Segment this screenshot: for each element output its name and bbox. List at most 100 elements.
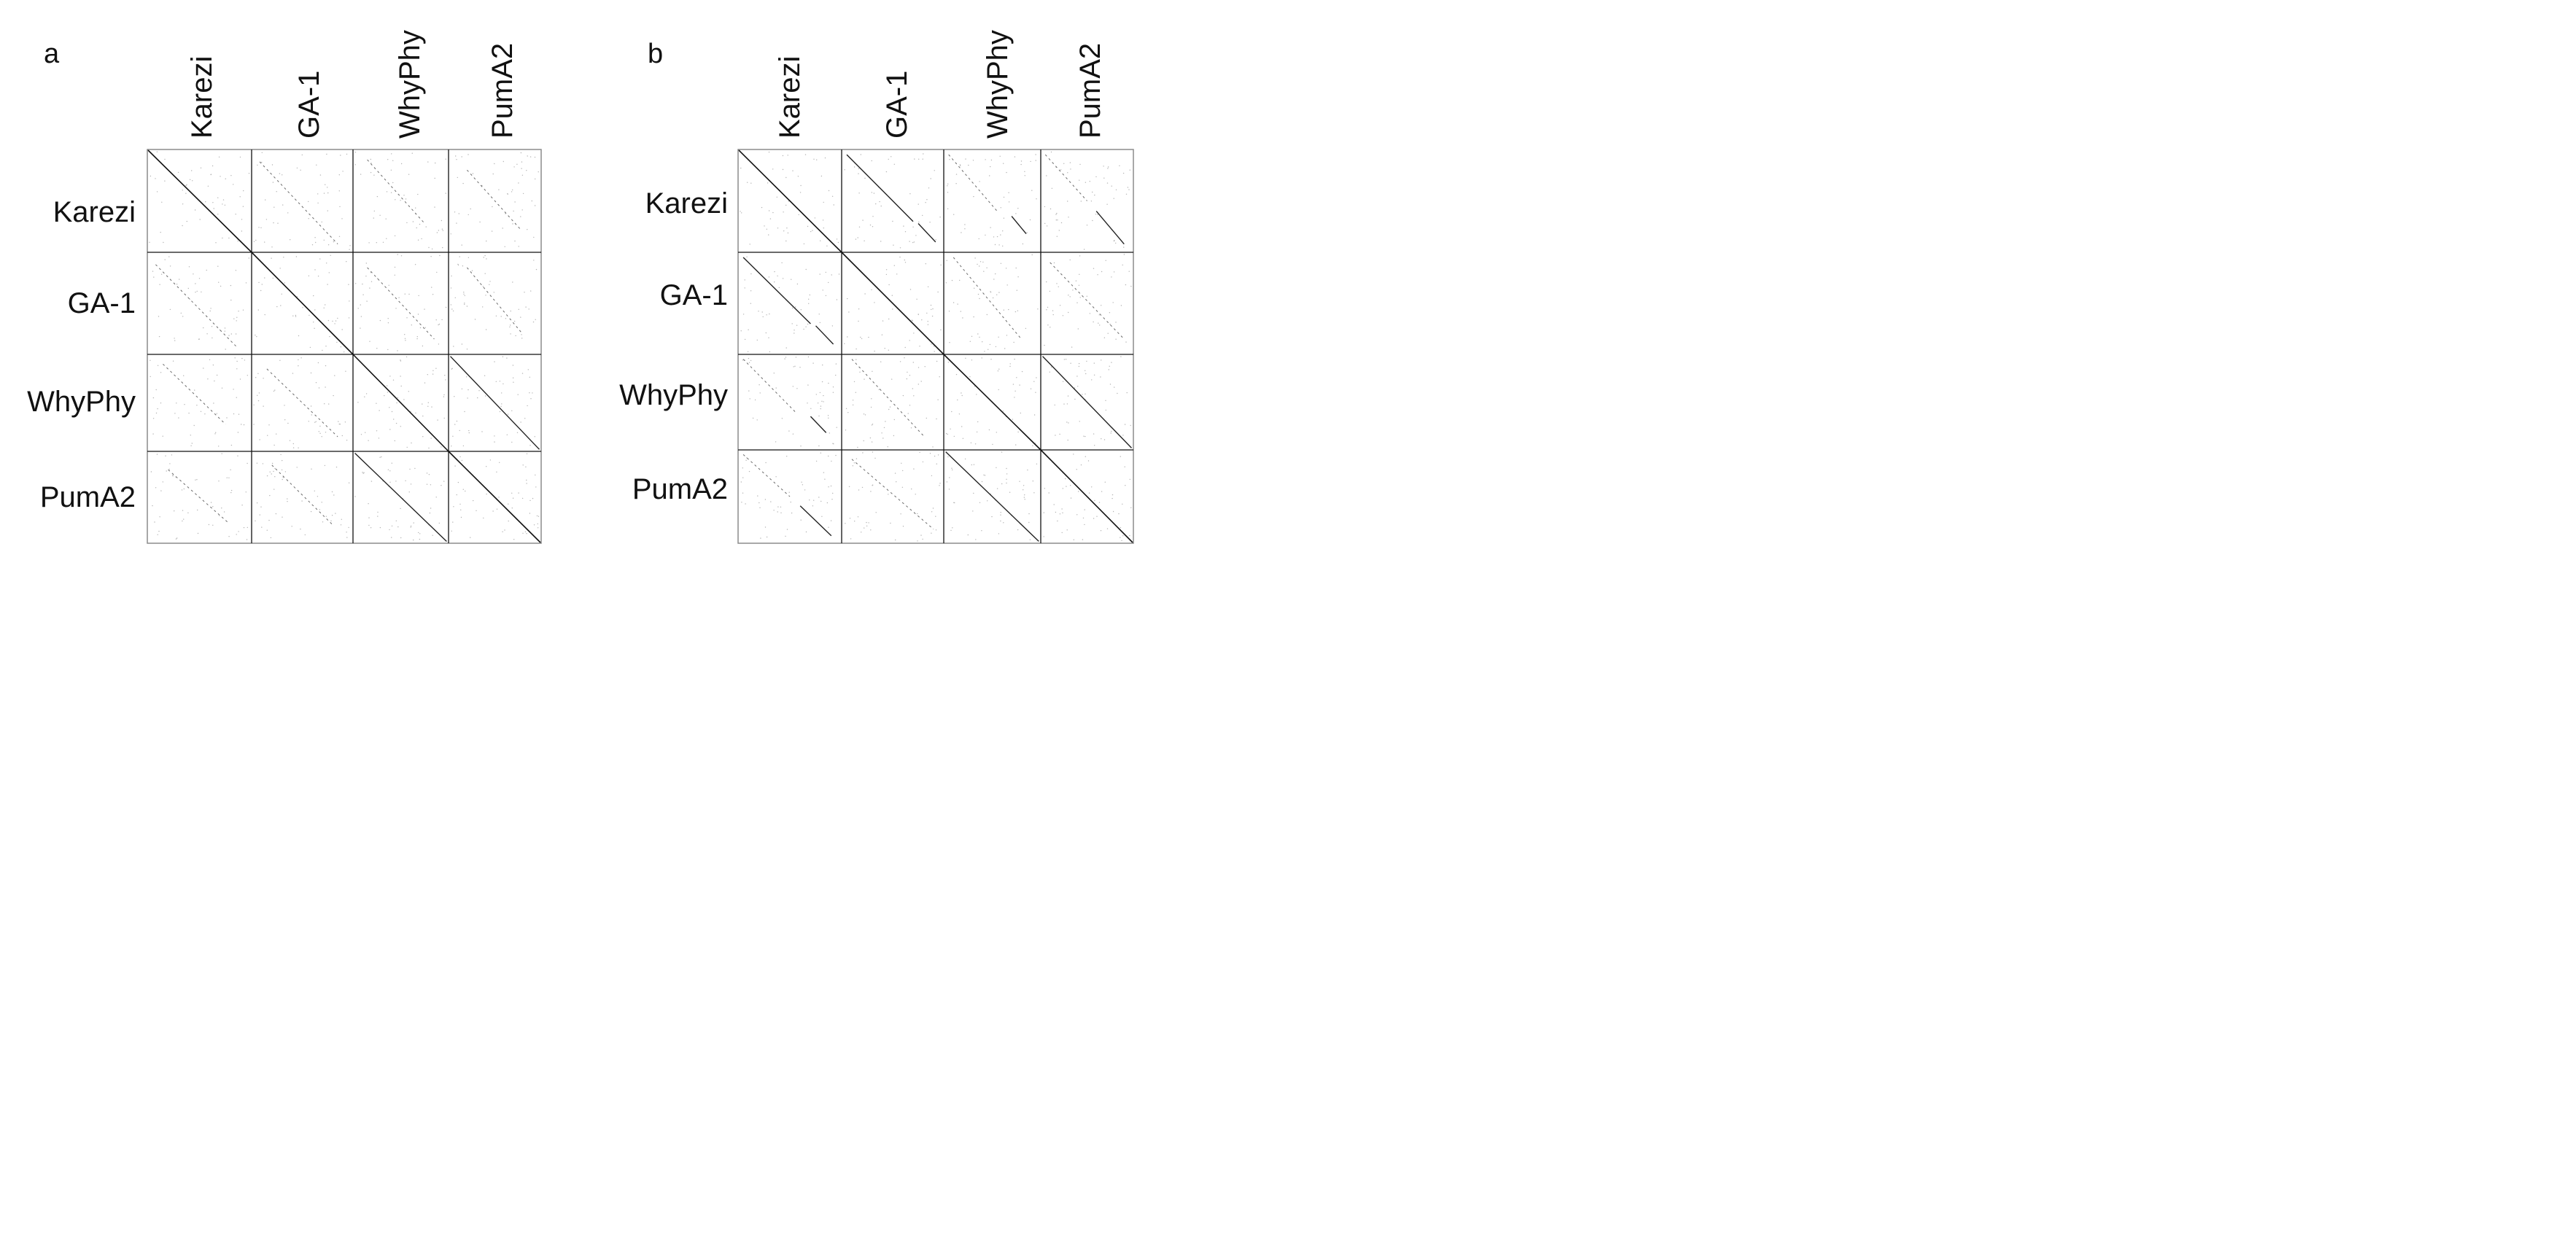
noise-dot bbox=[1015, 213, 1017, 214]
noise-dot bbox=[387, 318, 389, 319]
noise-dot bbox=[451, 368, 453, 369]
noise-dot bbox=[314, 421, 316, 423]
noise-dot bbox=[770, 501, 772, 502]
noise-dot bbox=[1097, 274, 1098, 276]
noise-dot bbox=[266, 529, 268, 531]
noise-dot bbox=[1056, 212, 1058, 214]
noise-dot bbox=[410, 411, 411, 412]
noise-dot bbox=[341, 218, 343, 219]
noise-dot bbox=[810, 230, 812, 233]
noise-dot bbox=[1109, 365, 1110, 367]
noise-dot bbox=[994, 244, 996, 246]
noise-dot bbox=[271, 246, 273, 248]
noise-dot bbox=[832, 392, 834, 393]
noise-dot bbox=[900, 513, 901, 515]
noise-dot bbox=[977, 293, 979, 295]
noise-dot bbox=[511, 191, 513, 193]
noise-dot bbox=[1123, 246, 1125, 248]
noise-dot bbox=[1103, 439, 1106, 440]
noise-dot bbox=[1094, 499, 1095, 502]
noise-dot bbox=[947, 433, 948, 435]
noise-dot bbox=[269, 471, 271, 473]
noise-dot bbox=[912, 320, 914, 322]
noise-dot bbox=[922, 214, 923, 217]
noise-dot bbox=[239, 378, 241, 380]
noise-dot bbox=[386, 238, 387, 239]
noise-dot bbox=[516, 432, 519, 433]
noise-dot bbox=[198, 278, 201, 279]
noise-dot bbox=[180, 312, 182, 314]
noise-dot bbox=[484, 273, 486, 274]
noise-dot bbox=[518, 182, 519, 184]
noise-dot bbox=[258, 227, 260, 228]
noise-dot bbox=[998, 368, 1000, 370]
noise-dot bbox=[909, 193, 911, 195]
noise-dot bbox=[387, 159, 389, 160]
noise-dot bbox=[530, 290, 532, 292]
noise-dot bbox=[928, 187, 930, 189]
noise-dot bbox=[959, 279, 961, 281]
noise-dot bbox=[1120, 356, 1122, 357]
noise-dot bbox=[327, 244, 330, 246]
noise-dot bbox=[959, 164, 961, 166]
noise-dot bbox=[879, 201, 880, 203]
noise-dot bbox=[150, 376, 151, 378]
self-diagonal bbox=[448, 451, 542, 544]
match-segment bbox=[271, 464, 333, 526]
noise-dot bbox=[454, 465, 456, 467]
noise-dot bbox=[282, 204, 284, 206]
noise-dot bbox=[317, 193, 319, 195]
noise-dot bbox=[419, 538, 421, 540]
noise-dot bbox=[804, 489, 806, 491]
noise-dot bbox=[228, 536, 230, 537]
noise-dot bbox=[404, 293, 406, 295]
noise-dot bbox=[501, 403, 503, 405]
match-segment bbox=[948, 154, 998, 211]
noise-dot bbox=[1122, 535, 1124, 537]
noise-dot bbox=[893, 435, 895, 437]
noise-dot bbox=[765, 462, 767, 464]
noise-dot bbox=[796, 324, 798, 326]
noise-dot bbox=[890, 522, 891, 524]
noise-dot bbox=[188, 266, 190, 268]
noise-dot bbox=[468, 432, 470, 434]
noise-dot bbox=[280, 305, 282, 306]
match-segment bbox=[742, 359, 796, 412]
noise-dot bbox=[950, 529, 952, 532]
noise-dot bbox=[376, 430, 378, 432]
noise-dot bbox=[409, 468, 411, 470]
noise-dot bbox=[973, 492, 974, 494]
noise-dot bbox=[1070, 485, 1071, 486]
noise-dot bbox=[913, 395, 915, 397]
noise-dot bbox=[527, 155, 528, 157]
noise-dot bbox=[893, 265, 896, 266]
noise-dot bbox=[931, 475, 933, 477]
noise-dot bbox=[535, 268, 538, 271]
noise-dot bbox=[1125, 193, 1128, 195]
noise-dot bbox=[499, 462, 500, 463]
noise-dot bbox=[888, 158, 889, 160]
noise-dot bbox=[220, 285, 222, 287]
noise-dot bbox=[925, 202, 926, 203]
noise-dot bbox=[169, 265, 171, 267]
noise-dot bbox=[280, 454, 282, 456]
noise-dot bbox=[311, 244, 314, 246]
noise-dot bbox=[828, 382, 829, 384]
panel-b-column-labels: Karezi GA-1 WhyPhy PumA2 bbox=[774, 30, 1106, 139]
noise-dot bbox=[935, 239, 936, 241]
noise-dot bbox=[1056, 283, 1058, 284]
noise-dot bbox=[230, 175, 232, 176]
noise-dot bbox=[334, 323, 335, 324]
noise-dot bbox=[460, 516, 462, 518]
noise-dot bbox=[159, 516, 160, 518]
noise-dot bbox=[511, 492, 513, 494]
noise-dot bbox=[823, 472, 825, 473]
noise-dot bbox=[427, 161, 429, 163]
noise-dot bbox=[336, 341, 338, 343]
noise-dot bbox=[164, 259, 166, 260]
noise-dot bbox=[1104, 481, 1106, 483]
noise-dot bbox=[821, 516, 823, 517]
noise-dot bbox=[986, 314, 988, 316]
noise-dot bbox=[756, 339, 759, 341]
match-segment bbox=[846, 154, 888, 196]
